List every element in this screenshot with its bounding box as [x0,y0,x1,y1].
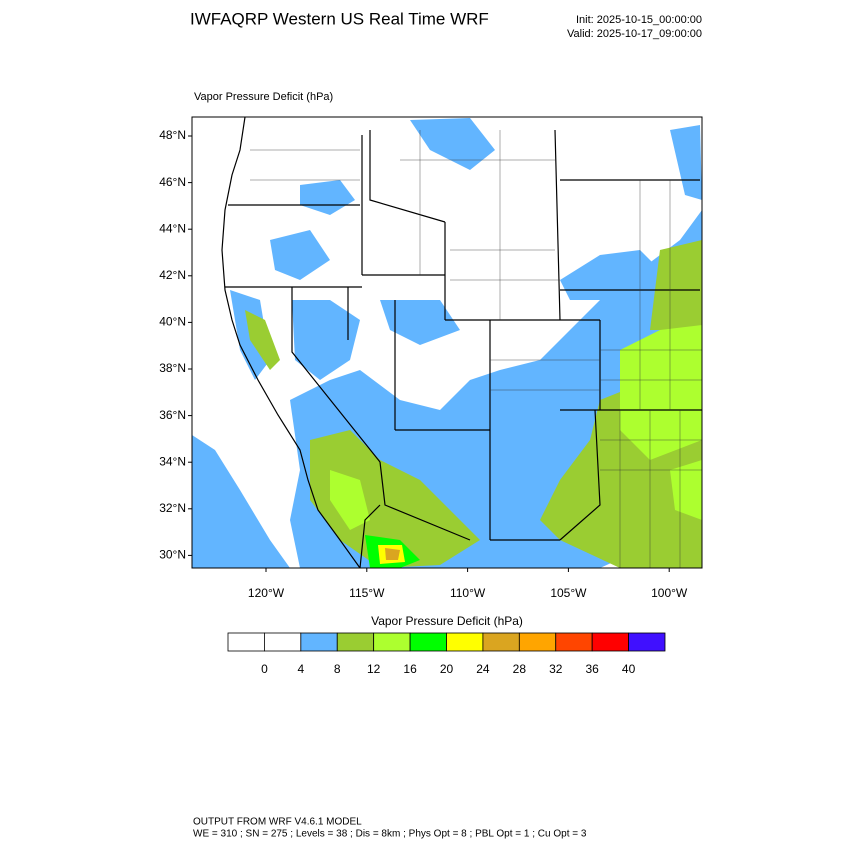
colorbar-swatch [264,632,302,652]
colorbar-label: 28 [513,662,527,676]
init-time: Init: 2025-10-15_00:00:00 [576,14,702,26]
lon-label: 105°W [550,586,587,600]
colorbar-swatch [591,632,629,652]
lat-label: 36°N [159,408,186,422]
colorbar-title: Vapor Pressure Deficit (hPa) [371,614,523,628]
lon-label: 115°W [349,586,385,600]
title: IWFAQRP Western US Real Time WRF [190,9,489,28]
colorbar-swatch [446,632,484,652]
lat-label: 48°N [159,128,186,142]
colorbar-label: 4 [297,662,304,676]
colorbar-label: 32 [549,662,563,676]
colorbar-swatch [482,632,520,652]
map [192,117,702,568]
map-frame [191,116,703,569]
lon-label: 100°W [651,586,688,600]
lon-label: 120°W [248,586,285,600]
lat-label: 44°N [159,221,186,235]
lat-label: 40°N [159,315,186,329]
vpd-hot [365,535,420,568]
colorbar-swatch [336,632,375,652]
colorbar-swatch [300,632,338,652]
colorbar-label: 20 [440,662,454,676]
colorbar-swatch [518,632,557,652]
colorbar-label: 16 [403,662,417,676]
colorbar-label: 40 [622,662,636,676]
lon-label: 110°W [450,586,486,600]
colorbar-swatch [555,632,593,652]
lat-label: 42°N [159,268,186,282]
lat-label: 32°N [159,501,186,515]
vpd-lime [330,325,702,530]
valid-time: Valid: 2025-10-17_09:00:00 [567,28,702,40]
lat-label: 34°N [159,454,186,468]
map-title: Vapor Pressure Deficit (hPa) [194,91,333,103]
colorbar-label: 36 [585,662,599,676]
colorbar-swatch [373,632,411,652]
colorbar-label: 0 [261,662,268,676]
colorbar-label: 12 [367,662,381,676]
lat-label: 46°N [159,175,186,189]
colorbar-swatch [628,632,666,652]
footer-line: OUTPUT FROM WRF V4.6.1 MODEL [193,817,362,828]
colorbar-swatch [409,632,447,652]
colorbar-swatch [227,632,265,652]
colorbar-label: 24 [476,662,490,676]
footer-line: WE = 310 ; SN = 275 ; Levels = 38 ; Dis … [193,829,587,840]
colorbar-label: 8 [334,662,341,676]
lat-label: 38°N [159,361,186,375]
lat-label: 30°N [159,548,186,562]
